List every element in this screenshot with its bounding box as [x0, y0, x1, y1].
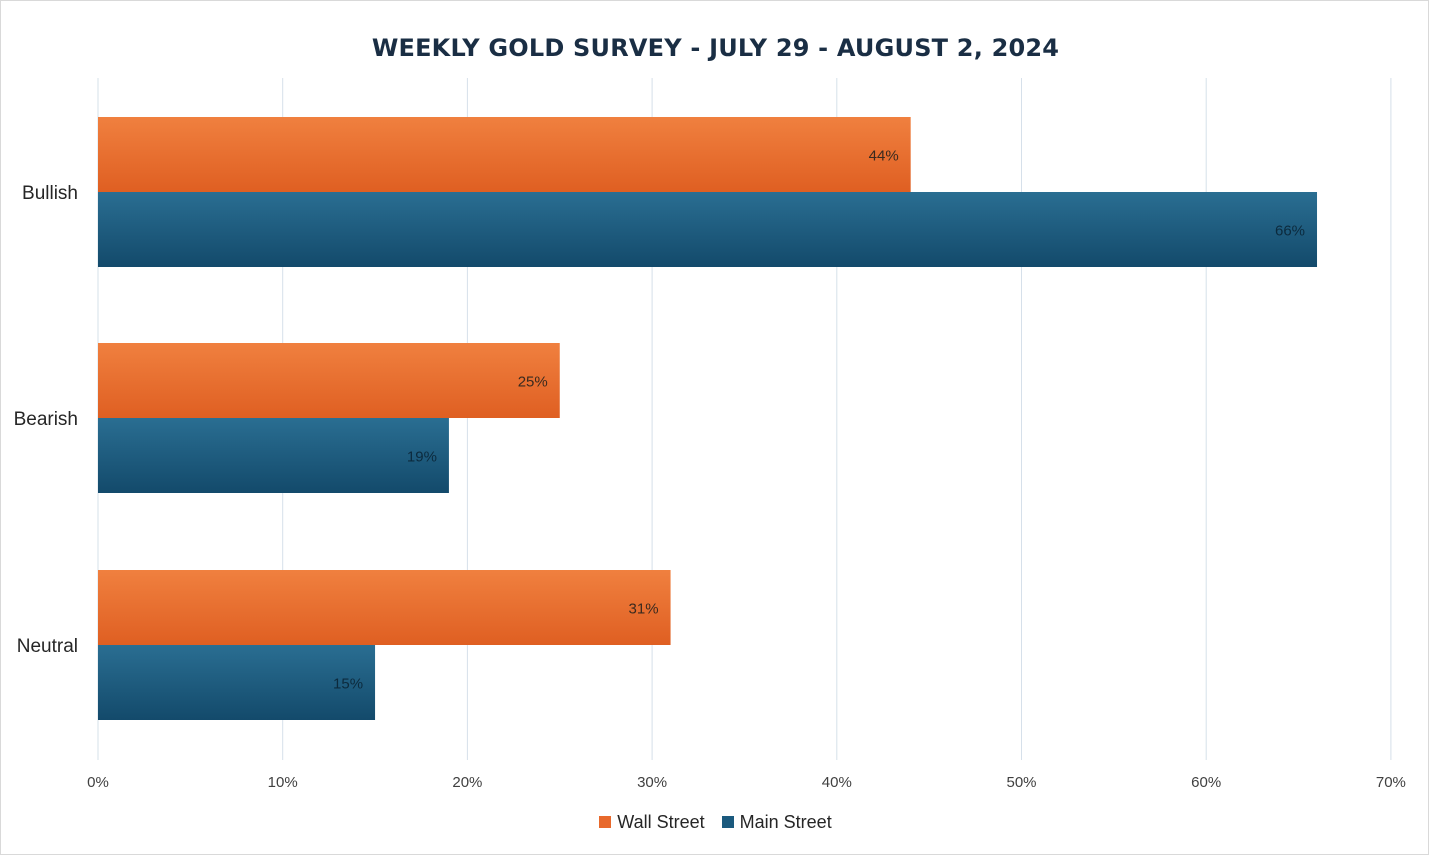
bar-main-street-bearish — [98, 418, 449, 493]
bar-main-street-neutral — [98, 645, 376, 720]
x-tick-label: 10% — [268, 774, 298, 791]
legend: Wall Street Main Street — [0, 812, 1431, 833]
legend-item-wall-street: Wall Street — [599, 812, 705, 833]
x-tick-label: 40% — [822, 774, 852, 791]
legend-label-wall-street: Wall Street — [617, 812, 705, 832]
x-tick-label: 70% — [1376, 774, 1406, 791]
category-label-neutral: Neutral — [17, 636, 78, 657]
data-label: 19% — [407, 449, 437, 466]
data-label: 25% — [518, 374, 548, 391]
x-tick-label: 60% — [1191, 774, 1221, 791]
data-label: 31% — [629, 601, 659, 618]
category-label-bullish: Bullish — [22, 183, 78, 204]
x-tick-label: 0% — [87, 774, 109, 791]
x-tick-label: 20% — [452, 774, 482, 791]
x-tick-label: 30% — [637, 774, 667, 791]
data-label: 15% — [333, 676, 363, 693]
bar-wall-street-bullish — [98, 117, 911, 192]
bar-wall-street-bearish — [98, 343, 560, 418]
chart-title: WEEKLY GOLD SURVEY - JULY 29 - AUGUST 2,… — [371, 34, 1060, 62]
legend-label-main-street: Main Street — [739, 812, 832, 832]
data-label: 44% — [869, 148, 899, 165]
bar-wall-street-neutral — [98, 570, 671, 645]
bar-main-street-bullish — [98, 192, 1318, 267]
legend-swatch-wall-street — [599, 816, 612, 828]
category-label-bearish: Bearish — [14, 409, 78, 430]
x-tick-label: 50% — [1006, 774, 1036, 791]
legend-item-main-street: Main Street — [721, 812, 832, 833]
data-label: 66% — [1275, 223, 1305, 240]
legend-swatch-main-street — [721, 816, 734, 828]
